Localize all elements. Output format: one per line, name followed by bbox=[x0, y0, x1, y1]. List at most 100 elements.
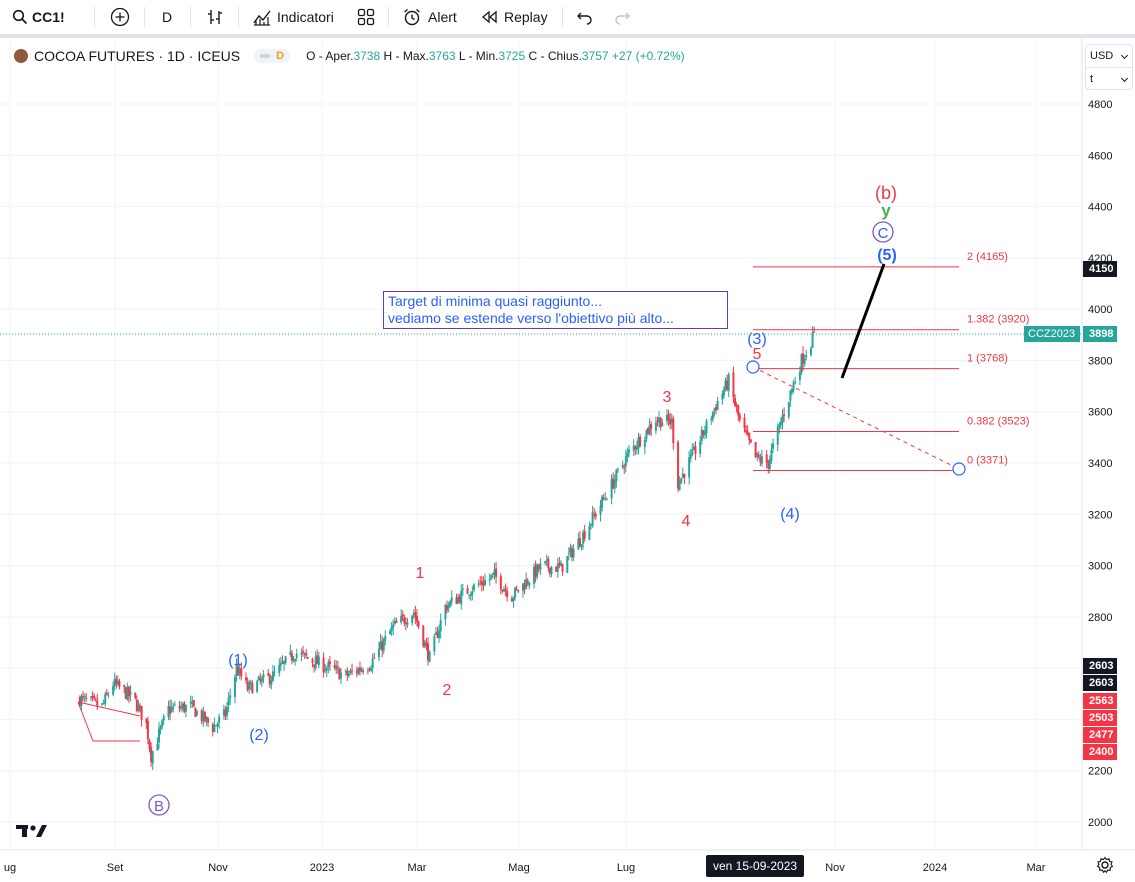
fib-level-label: 0.382 (3523) bbox=[967, 415, 1029, 427]
candle bbox=[517, 589, 520, 594]
candle bbox=[726, 374, 729, 392]
time-tick-label: Mag bbox=[508, 862, 529, 874]
candle bbox=[214, 725, 217, 727]
candle bbox=[237, 660, 240, 676]
fib-level-label: 1.382 (3920) bbox=[967, 314, 1029, 326]
candle bbox=[580, 543, 583, 551]
candle bbox=[745, 425, 748, 435]
candle bbox=[284, 655, 287, 665]
candle bbox=[115, 675, 118, 689]
candle bbox=[113, 672, 116, 691]
price-tag: 2400 bbox=[1083, 744, 1117, 760]
chart-type-button[interactable] bbox=[205, 0, 225, 34]
candle bbox=[178, 701, 181, 713]
compare-symbol-button[interactable] bbox=[110, 0, 130, 34]
candle bbox=[362, 667, 365, 675]
candle bbox=[112, 681, 115, 697]
candle bbox=[705, 418, 708, 439]
candle bbox=[613, 474, 616, 494]
candle bbox=[292, 656, 295, 663]
candle bbox=[381, 635, 384, 658]
candle bbox=[765, 449, 768, 469]
candle bbox=[694, 441, 697, 461]
candle bbox=[716, 396, 719, 411]
indicators-button[interactable]: Indicatori bbox=[252, 0, 334, 34]
toolbar-divider bbox=[94, 7, 95, 27]
candle bbox=[650, 421, 653, 437]
candle bbox=[805, 349, 808, 361]
annotation-note[interactable]: Target di minima quasi raggiunto... vedi… bbox=[383, 291, 728, 329]
data-status-pill[interactable]: D bbox=[254, 49, 291, 63]
rewind-icon bbox=[481, 10, 497, 24]
candle bbox=[779, 417, 782, 430]
candle bbox=[667, 409, 670, 427]
candle bbox=[457, 593, 460, 605]
candle bbox=[344, 669, 347, 676]
candle bbox=[469, 591, 472, 601]
fib-anchor-handle[interactable] bbox=[746, 360, 760, 374]
undo-button[interactable] bbox=[576, 0, 594, 34]
price-axis[interactable]: 4800460044004200400038003600340032003000… bbox=[1088, 99, 1112, 829]
candle bbox=[760, 449, 763, 467]
chart-grid bbox=[0, 38, 1082, 850]
symbol-legend[interactable]: COCOA FUTURES · 1D · ICEUS D O - Aper.37… bbox=[14, 48, 685, 64]
elliott-wave-labels: (b) y C (5) (3) 5 3 4 (4) 1 2 (1) (2) B bbox=[148, 183, 897, 816]
candle bbox=[438, 624, 441, 643]
candle bbox=[767, 459, 770, 474]
candle bbox=[422, 624, 425, 648]
chart-settings-button[interactable] bbox=[1096, 856, 1114, 879]
candle bbox=[493, 562, 496, 580]
currency-select[interactable]: USD bbox=[1086, 45, 1132, 68]
candle bbox=[205, 715, 208, 727]
symbol-search-button[interactable]: CC1! bbox=[12, 0, 65, 34]
bar-chart-type-icon bbox=[208, 10, 222, 24]
candle bbox=[558, 556, 561, 569]
time-axis[interactable]: ug Set Nov 2023 Mar Mag Lug Nov 2024 Mar bbox=[4, 862, 1046, 874]
candle bbox=[129, 685, 132, 702]
candle bbox=[82, 691, 85, 701]
candle bbox=[734, 394, 737, 408]
wave-label-y: y bbox=[881, 201, 891, 220]
wave-label-1-blue: (1) bbox=[228, 652, 248, 669]
price-tag: 2563 bbox=[1083, 693, 1117, 709]
price-tag: 2503 bbox=[1083, 710, 1117, 726]
alert-button[interactable]: Alert bbox=[402, 0, 457, 34]
candle bbox=[794, 376, 797, 385]
time-tick-label: 2023 bbox=[310, 862, 334, 874]
candle bbox=[262, 670, 265, 684]
replay-label: Replay bbox=[504, 9, 548, 25]
price-tick-label: 2200 bbox=[1088, 766, 1112, 778]
wave-label-b: B bbox=[154, 798, 164, 815]
time-tick-label: Nov bbox=[825, 862, 845, 874]
candle bbox=[403, 614, 406, 627]
candle bbox=[802, 346, 805, 371]
replay-button[interactable]: Replay bbox=[481, 0, 548, 34]
candle bbox=[593, 507, 596, 519]
candle bbox=[358, 661, 361, 676]
currency-unit-selector[interactable]: USD t bbox=[1085, 44, 1133, 90]
redo-button[interactable] bbox=[613, 0, 631, 34]
candle bbox=[229, 688, 232, 705]
candle bbox=[659, 417, 662, 431]
candle bbox=[490, 574, 493, 581]
candle bbox=[502, 586, 505, 592]
candle bbox=[632, 439, 635, 457]
fib-anchor-handle[interactable] bbox=[952, 462, 966, 476]
interval-button[interactable]: D bbox=[162, 0, 172, 34]
unit-select[interactable]: t bbox=[1086, 68, 1132, 90]
tradingview-logo[interactable] bbox=[16, 823, 48, 844]
layouts-button[interactable] bbox=[357, 0, 375, 34]
candle bbox=[322, 652, 325, 678]
candle bbox=[118, 678, 121, 690]
fib-level-label: 0 (3371) bbox=[967, 454, 1008, 466]
change-value: +27 (+0.72%) bbox=[611, 49, 685, 63]
price-tick-label: 3200 bbox=[1088, 509, 1112, 521]
candle bbox=[328, 655, 331, 671]
candle bbox=[278, 658, 281, 677]
candle bbox=[91, 691, 94, 702]
candle bbox=[94, 697, 97, 702]
price-tick-label: 4800 bbox=[1088, 99, 1112, 111]
candle bbox=[313, 664, 316, 673]
candle bbox=[83, 693, 86, 703]
